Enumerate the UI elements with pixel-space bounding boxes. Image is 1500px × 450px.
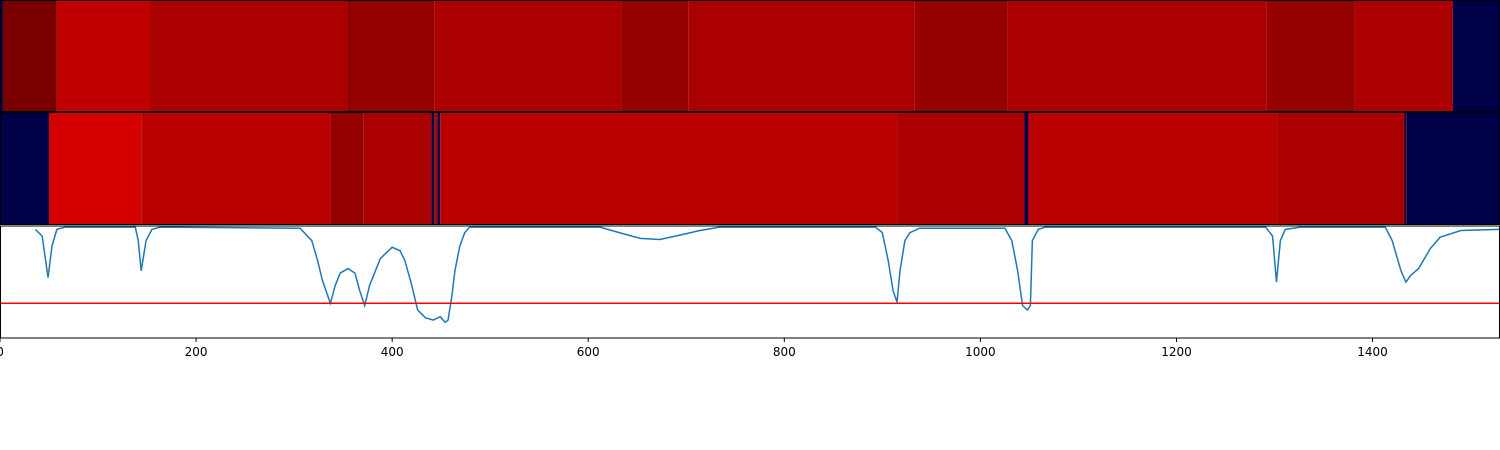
strip-segment	[1028, 113, 1278, 225]
strip-segment	[2, 1, 57, 112]
strip-segment	[437, 113, 441, 225]
data-line	[34, 226, 1500, 324]
strip-segment	[0, 113, 50, 225]
x-tick-label: 0	[0, 345, 4, 359]
strip-segment	[431, 113, 435, 225]
strip-segment	[1406, 113, 1500, 225]
strip-segment	[914, 1, 1008, 112]
strip-segment	[1266, 1, 1355, 112]
x-tick-label: 600	[577, 345, 600, 359]
strip-segment	[434, 113, 438, 225]
strip-segment	[434, 1, 622, 112]
strip-segment	[363, 113, 432, 225]
strip-segment	[897, 113, 1025, 225]
x-tick-label: 400	[381, 345, 404, 359]
strip-segment	[150, 1, 348, 112]
strip-segment	[56, 1, 150, 112]
x-tick-label: 800	[773, 345, 796, 359]
strip-segment	[1024, 113, 1029, 225]
strip-segment	[1277, 113, 1404, 225]
strip-segment	[621, 1, 689, 112]
x-tick-label: 200	[185, 345, 208, 359]
x-tick-label: 1400	[1357, 345, 1388, 359]
strip-segment	[440, 113, 898, 225]
strip-segment	[1452, 1, 1500, 112]
strip-segment	[688, 1, 915, 112]
x-tick-label: 1200	[1161, 345, 1192, 359]
strip-segment	[1403, 113, 1407, 225]
strip-segment	[49, 113, 142, 225]
strip-segment	[1354, 1, 1453, 112]
panel-frame	[0, 225, 1500, 339]
strip-segment	[1007, 1, 1267, 112]
strip-segment	[0, 1, 3, 112]
strip-segment	[347, 1, 435, 112]
x-tick-label: 1000	[965, 345, 996, 359]
strip-segment	[330, 113, 364, 225]
strip-segment	[141, 113, 331, 225]
